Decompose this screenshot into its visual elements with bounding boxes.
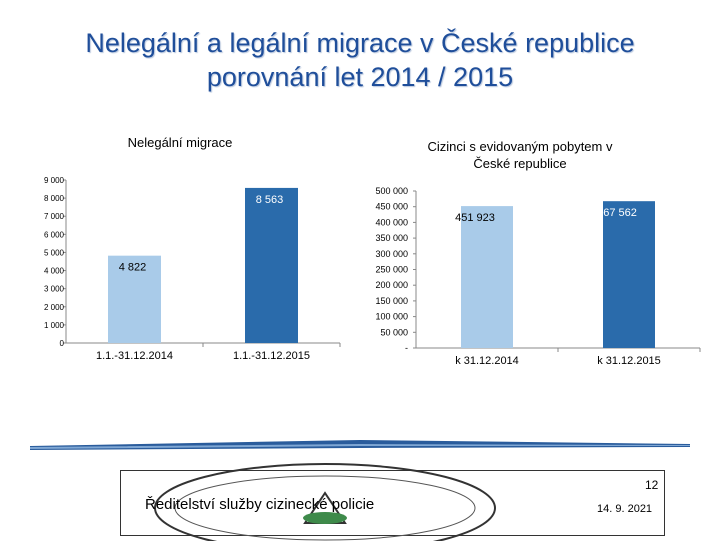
bar-1 — [245, 187, 298, 343]
data-label-1: 8 563 — [256, 194, 284, 206]
chart2-registered-foreigners: - 50 000 100 000 150 000 200 000 250 000 300 0… — [375, 186, 701, 367]
y-tick-label: 200 000 — [375, 280, 408, 290]
page-number: 12 — [645, 478, 659, 492]
data-label-1: 467 562 — [597, 207, 637, 219]
y-tick-label: 450 000 — [375, 202, 408, 212]
data-label-0: 451 923 — [455, 212, 495, 224]
chart2-title: Cizinci s evidovaným pobytem v České rep… — [395, 138, 645, 172]
y-tick-label: 400 000 — [375, 217, 408, 227]
data-label-0: 4 822 — [119, 262, 147, 274]
slide-title-line1: Nelegální a legální migrace v České repu… — [85, 28, 635, 58]
chart2-title-line2: České republice — [473, 156, 567, 171]
y-tick-label: 0 — [60, 339, 65, 348]
footer-band — [30, 440, 690, 450]
y-tick-label: 6 000 — [44, 230, 65, 239]
x-category-label-0: 1.1.-31.12.2014 — [96, 350, 173, 362]
y-tick-label: 5 000 — [44, 248, 65, 257]
y-tick-label: - — [405, 343, 408, 353]
y-tick-label: 50 000 — [380, 327, 408, 337]
chart1-illegal-migration: 0 1 000 2 000 3 000 4 000 5 000 6 000 7 000 8 00… — [44, 176, 341, 362]
y-tick-label: 1 000 — [44, 321, 65, 330]
bar-0 — [461, 206, 513, 348]
y-tick-label: 4 000 — [44, 267, 65, 276]
chart2-title-line1: Cizinci s evidovaným pobytem v — [427, 139, 613, 154]
y-tick-label: 500 000 — [375, 186, 408, 196]
footer-box — [120, 470, 665, 536]
y-tick-label: 7 000 — [44, 212, 65, 221]
y-tick-label: 300 000 — [375, 249, 408, 259]
y-tick-label: 3 000 — [44, 285, 65, 294]
slide-date: 14. 9. 2021 — [597, 503, 653, 515]
slide-title: Nelegální a legální migrace v České repu… — [0, 26, 720, 94]
footer-text: Ředitelství služby cizinecké policie — [145, 496, 375, 513]
bar-1 — [603, 201, 655, 348]
y-tick-label: 350 000 — [375, 233, 408, 243]
slide-title-line2: porovnání let 2014 / 2015 — [206, 62, 514, 92]
bar-0 — [108, 255, 161, 343]
y-tick-label: 9 000 — [44, 176, 65, 185]
y-tick-label: 250 000 — [375, 265, 408, 275]
y-tick-label: 8 000 — [44, 194, 65, 203]
x-category-label-1: 1.1.-31.12.2015 — [233, 350, 310, 362]
x-category-label-1: k 31.12.2015 — [597, 355, 661, 367]
y-tick-label: 100 000 — [375, 312, 408, 322]
chart1-title: Nelegální migrace — [127, 135, 233, 150]
x-category-label-0: k 31.12.2014 — [455, 355, 519, 367]
y-tick-label: 150 000 — [375, 296, 408, 306]
y-tick-label: 2 000 — [44, 303, 65, 312]
